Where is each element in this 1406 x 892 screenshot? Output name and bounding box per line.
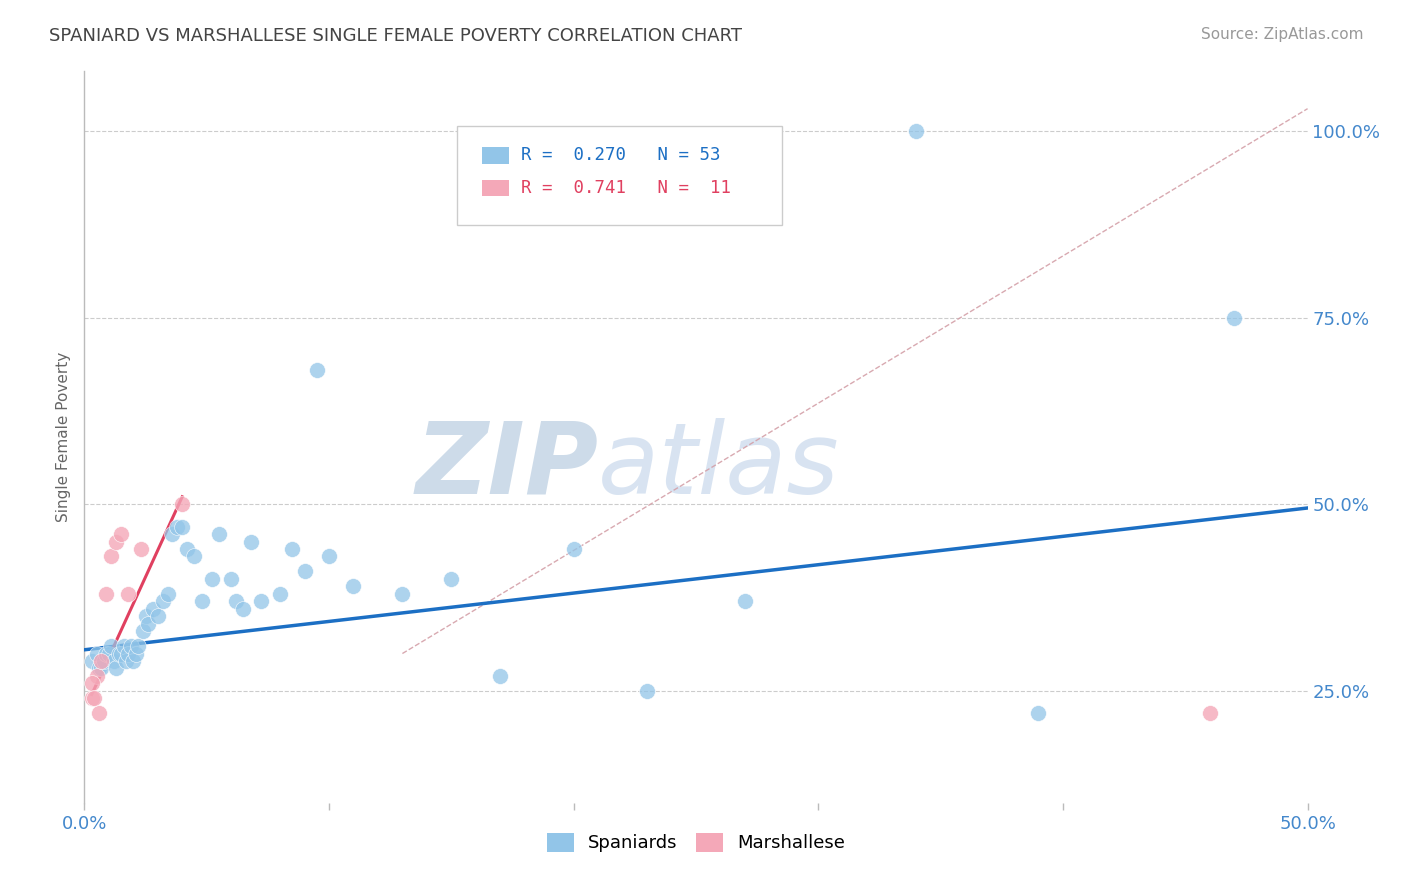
Point bbox=[80, 691, 103, 706]
Point bbox=[86, 669, 108, 683]
Point bbox=[318, 549, 340, 564]
Text: atlas: atlas bbox=[598, 417, 839, 515]
Text: R =  0.270   N = 53: R = 0.270 N = 53 bbox=[522, 146, 720, 164]
Legend: Spaniards, Marshallese: Spaniards, Marshallese bbox=[540, 826, 852, 860]
Point bbox=[90, 661, 112, 675]
Point bbox=[93, 654, 115, 668]
Point bbox=[142, 601, 165, 615]
Point bbox=[305, 363, 328, 377]
Point bbox=[166, 519, 188, 533]
Point bbox=[391, 587, 413, 601]
Point bbox=[87, 661, 110, 675]
Point bbox=[489, 669, 512, 683]
Text: R =  0.741   N =  11: R = 0.741 N = 11 bbox=[522, 179, 731, 197]
Point bbox=[87, 706, 110, 721]
Point bbox=[219, 572, 242, 586]
Point bbox=[440, 572, 463, 586]
Point bbox=[90, 654, 112, 668]
Point bbox=[86, 647, 108, 661]
Point bbox=[105, 661, 128, 675]
Point bbox=[1198, 706, 1220, 721]
Point bbox=[281, 542, 304, 557]
Point bbox=[103, 654, 125, 668]
Point bbox=[172, 497, 194, 511]
Point bbox=[110, 527, 132, 541]
Y-axis label: Single Female Poverty: Single Female Poverty bbox=[56, 352, 72, 522]
Point bbox=[105, 534, 128, 549]
Text: SPANIARD VS MARSHALLESE SINGLE FEMALE POVERTY CORRELATION CHART: SPANIARD VS MARSHALLESE SINGLE FEMALE PO… bbox=[49, 27, 742, 45]
Point bbox=[232, 601, 254, 615]
Point bbox=[132, 624, 155, 639]
Point bbox=[135, 609, 157, 624]
Point bbox=[112, 639, 135, 653]
Point bbox=[96, 587, 118, 601]
Point bbox=[1028, 706, 1050, 721]
Point bbox=[125, 647, 148, 661]
Point bbox=[120, 639, 142, 653]
Point bbox=[191, 594, 214, 608]
Point bbox=[80, 676, 103, 690]
Point bbox=[122, 654, 145, 668]
Point bbox=[239, 534, 262, 549]
Point bbox=[562, 542, 585, 557]
Point bbox=[636, 683, 658, 698]
Point bbox=[127, 639, 149, 653]
Point bbox=[96, 647, 118, 661]
Point bbox=[83, 691, 105, 706]
Point bbox=[162, 527, 184, 541]
Point bbox=[905, 124, 928, 138]
Text: Source: ZipAtlas.com: Source: ZipAtlas.com bbox=[1201, 27, 1364, 42]
Point bbox=[176, 542, 198, 557]
Point bbox=[734, 594, 756, 608]
Point bbox=[136, 616, 159, 631]
Point bbox=[100, 549, 122, 564]
Point bbox=[183, 549, 205, 564]
Point bbox=[152, 594, 174, 608]
FancyBboxPatch shape bbox=[457, 126, 782, 225]
Point bbox=[100, 639, 122, 653]
Point bbox=[110, 647, 132, 661]
FancyBboxPatch shape bbox=[482, 180, 509, 196]
Point bbox=[80, 654, 103, 668]
Point bbox=[294, 565, 316, 579]
Point bbox=[97, 647, 120, 661]
Point bbox=[172, 519, 194, 533]
Point bbox=[146, 609, 169, 624]
Point bbox=[1223, 310, 1246, 325]
Point bbox=[107, 647, 129, 661]
Point bbox=[342, 579, 364, 593]
Point bbox=[208, 527, 231, 541]
Point bbox=[156, 587, 179, 601]
Point bbox=[117, 587, 139, 601]
Point bbox=[269, 587, 291, 601]
FancyBboxPatch shape bbox=[482, 147, 509, 163]
Point bbox=[115, 654, 138, 668]
Point bbox=[249, 594, 271, 608]
Point bbox=[200, 572, 222, 586]
Point bbox=[225, 594, 247, 608]
Point bbox=[117, 647, 139, 661]
Text: ZIP: ZIP bbox=[415, 417, 598, 515]
Point bbox=[129, 542, 152, 557]
